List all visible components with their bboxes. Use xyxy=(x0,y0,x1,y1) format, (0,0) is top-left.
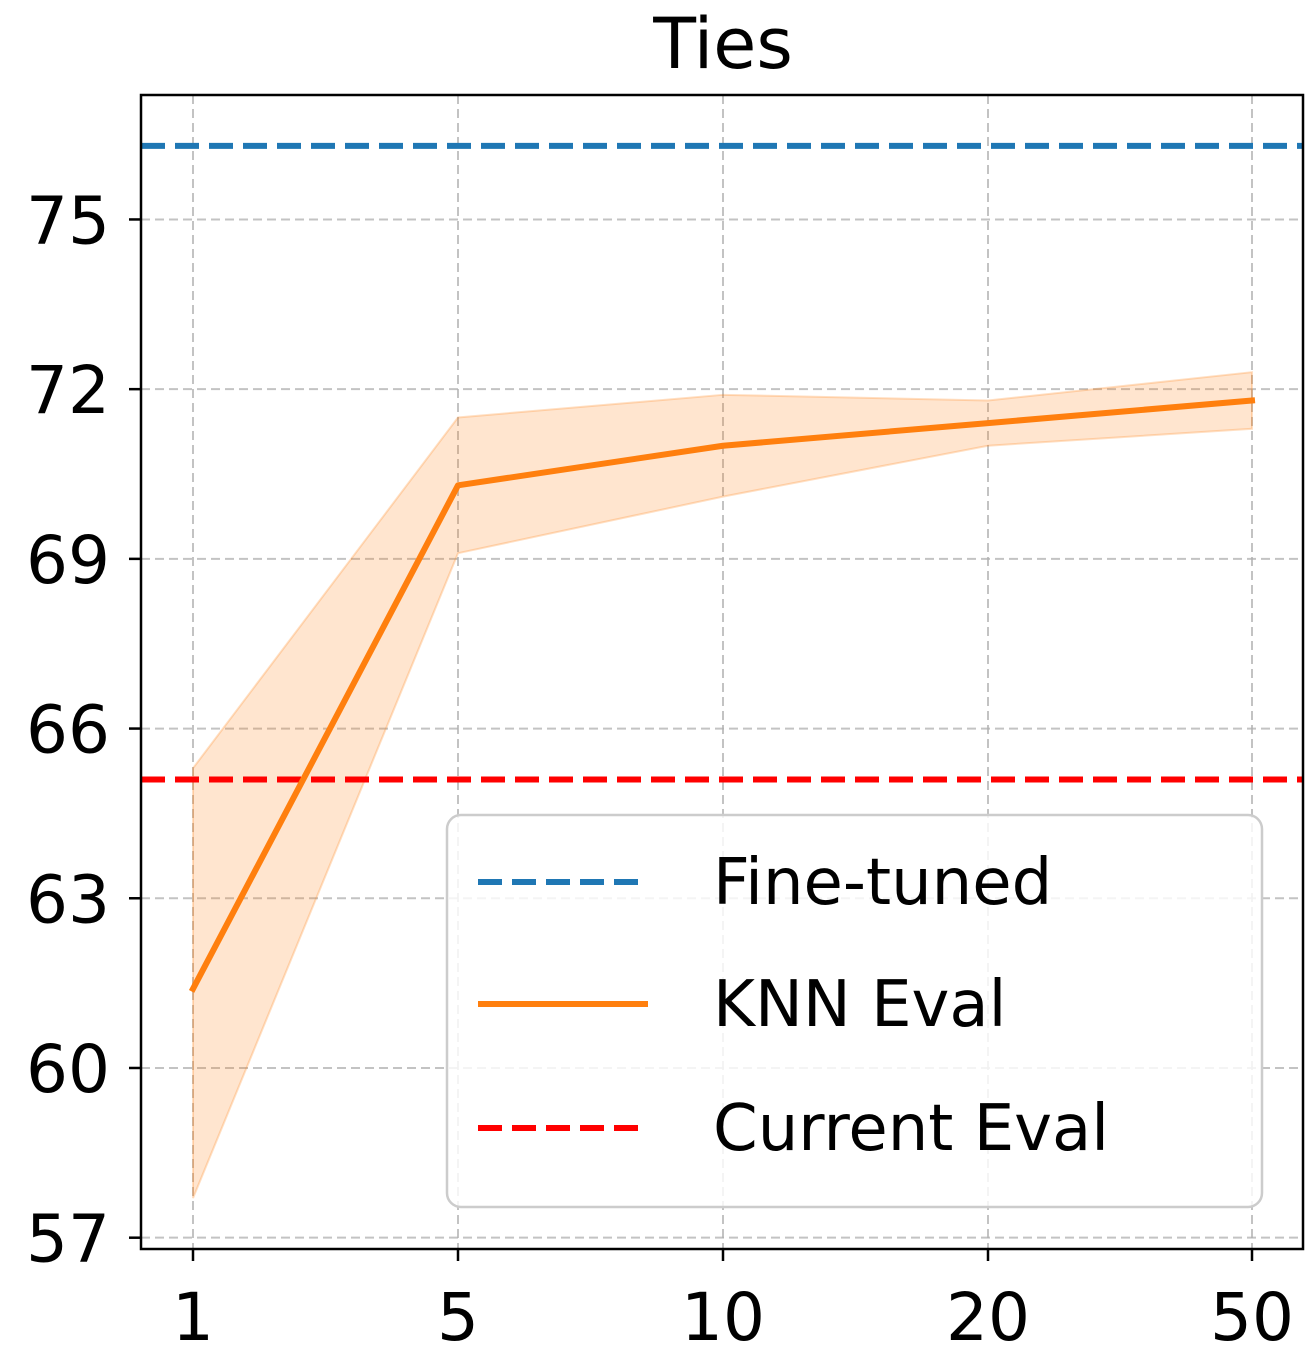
legend-label: KNN Eval xyxy=(713,968,1006,1042)
legend-box xyxy=(445,813,1264,1209)
x-tick-label: 50 xyxy=(1210,1279,1294,1356)
y-tick-label: 69 xyxy=(26,522,110,599)
chart-title: Ties xyxy=(652,3,793,85)
knn-eval-line xyxy=(188,397,1256,993)
x-tick-label: 5 xyxy=(437,1279,479,1356)
legend-label: Current Eval xyxy=(713,1092,1109,1166)
reference-lines xyxy=(141,142,1303,783)
legend: Fine-tuned KNN Eval Current Eval xyxy=(445,813,1264,1209)
y-tick-label: 75 xyxy=(26,182,110,259)
legend-label: Fine-tuned xyxy=(713,846,1052,920)
confidence-band xyxy=(192,371,1253,1199)
y-tick-label: 66 xyxy=(26,692,110,769)
x-tick-label: 1 xyxy=(172,1279,214,1356)
series-layer xyxy=(188,397,1256,993)
y-tick-label: 72 xyxy=(26,352,110,429)
axes: 1 5 10 20 50 57 60 63 66 69 72 75 xyxy=(26,182,1294,1356)
y-tick-label: 60 xyxy=(26,1031,110,1108)
x-tick-label: 10 xyxy=(681,1279,765,1356)
confidence-band-layer xyxy=(192,371,1253,1199)
y-tick-label: 57 xyxy=(26,1201,110,1278)
y-tick-label: 63 xyxy=(26,861,110,938)
x-tick-label: 20 xyxy=(946,1279,1030,1356)
